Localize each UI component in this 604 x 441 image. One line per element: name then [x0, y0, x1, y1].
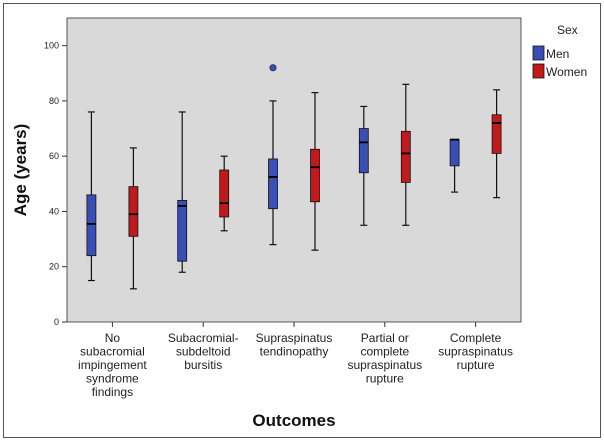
x-axis: No subacromial impingement syndrome findings… [78, 322, 513, 399]
box-series [86, 64, 502, 290]
box-women-1 [219, 155, 230, 232]
y-axis: 0 20 40 60 80 100 [44, 41, 67, 327]
legend-label-men: Men [546, 47, 569, 61]
box-iqr [268, 158, 278, 210]
box-women-3 [400, 83, 411, 226]
box-iqr [491, 114, 502, 154]
y-tick-label: 20 [49, 262, 59, 272]
box-women-4 [491, 89, 502, 199]
box-iqr [128, 186, 139, 237]
box-women-0 [128, 147, 139, 290]
box-men-4 [449, 138, 460, 193]
box-men-1 [177, 111, 188, 273]
legend-title: Sex [557, 23, 578, 37]
x-axis-title: Outcomes [252, 411, 335, 430]
x-category-label: Complete supraspinatus rupture [438, 331, 513, 372]
box-iqr [449, 139, 460, 167]
x-category-label: Supraspinatus tendinopathy [256, 331, 333, 359]
box-women-2 [310, 92, 320, 251]
box-men-0 [86, 111, 97, 282]
y-tick-label: 40 [49, 206, 59, 216]
legend: Sex Men Women [532, 23, 587, 79]
box-iqr [310, 148, 320, 203]
y-tick-label: 80 [49, 96, 59, 106]
box-iqr [86, 194, 97, 257]
box-iqr [400, 130, 411, 183]
x-category-label: Partial or complete supraspinatus rupture [347, 331, 422, 386]
legend-swatch-men [532, 45, 545, 61]
box-men-2 [268, 64, 278, 246]
y-tick-label: 100 [44, 41, 59, 51]
legend-label-women: Women [546, 65, 587, 79]
chart-frame: 0 20 40 60 80 100 No subacromial impingement syn… [3, 3, 601, 438]
y-tick-label: 0 [54, 317, 59, 327]
box-men-3 [358, 105, 369, 226]
legend-swatch-women [532, 63, 545, 79]
plot-area [66, 17, 522, 323]
y-tick-label: 60 [49, 151, 59, 161]
box-iqr [177, 199, 188, 262]
x-category-label: Subacromial-subdeltoid bursitis [168, 331, 239, 372]
outlier-point [269, 64, 277, 72]
box-iqr [358, 128, 369, 174]
y-axis-title: Age (years) [11, 124, 30, 217]
box-iqr [219, 169, 230, 218]
boxplot-chart: 0 20 40 60 80 100 No subacromial impingement syn… [11, 17, 587, 430]
x-category-label: No subacromial impingement syndrome findings [78, 331, 147, 399]
